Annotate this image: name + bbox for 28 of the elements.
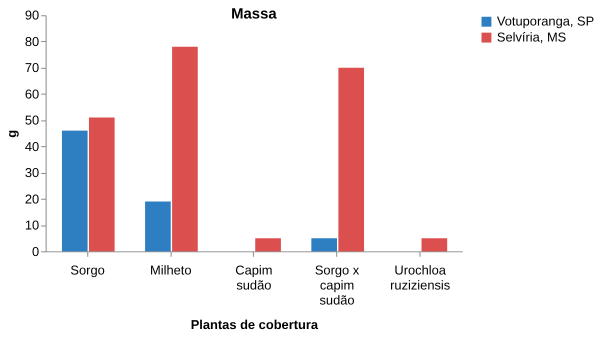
bar (62, 130, 88, 252)
bar (255, 238, 281, 252)
y-tick-label: 0 (32, 244, 40, 259)
y-tick-label: 20 (24, 191, 40, 206)
x-tick-label: Urochloa ruziziensis (390, 262, 450, 292)
x-tick-label: Capim sudão (235, 262, 272, 292)
x-tick-label: Sorgo (70, 262, 105, 278)
y-tick-label: 50 (24, 112, 40, 128)
chart-title: Massa (231, 6, 278, 22)
y-tick-label: 90 (24, 8, 40, 23)
x-tick-label: Sorgo x capim sudão (314, 262, 360, 308)
y-tick-label: 30 (24, 165, 40, 180)
y-axis-title: g (4, 130, 19, 138)
y-tick-label: 40 (24, 138, 40, 154)
bar (338, 68, 364, 252)
bar (88, 118, 115, 252)
y-tick-label: 80 (24, 34, 40, 49)
x-axis-title: Plantas de cobertura (190, 317, 319, 332)
bar (311, 238, 338, 252)
bar (172, 46, 198, 252)
y-tick-label: 70 (24, 60, 40, 76)
y-tick-label: 60 (24, 86, 40, 102)
y-tick-label: 10 (24, 218, 40, 233)
bar (145, 201, 171, 252)
bar (422, 238, 448, 252)
x-tick-label: Milheto (150, 262, 192, 278)
legend-label: Selvíria, MS (496, 30, 566, 45)
legend-label: Votuporanga, SP (496, 14, 594, 29)
